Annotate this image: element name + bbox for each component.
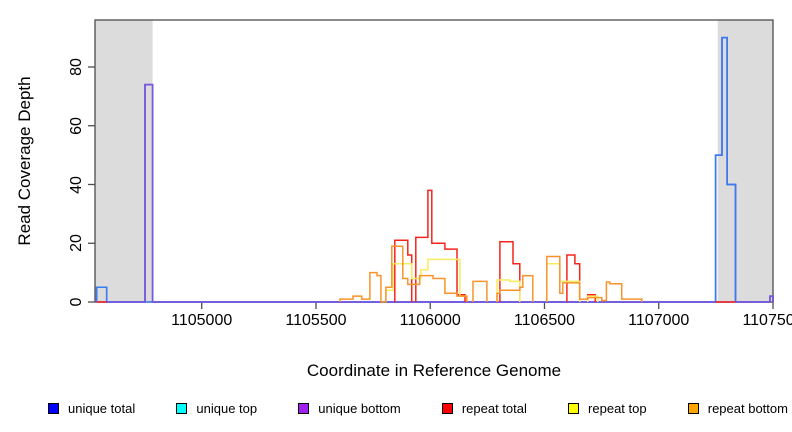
x-tick-label: 1105500 [285, 312, 347, 329]
legend-swatch-repeat-total [441, 402, 453, 414]
legend: unique total unique top unique bottom re… [48, 396, 788, 420]
y-tick-label: 0 [68, 297, 85, 307]
legend-label-repeat-top: repeat top [588, 400, 647, 416]
x-tick-label: 1107000 [628, 312, 690, 329]
legend-item-unique-total: unique total [48, 401, 135, 416]
legend-label-unique-bottom: unique bottom [318, 400, 401, 416]
series-line-unique-top [95, 36, 737, 303]
legend-swatch-repeat-bottom [687, 402, 699, 414]
legend-swatch-unique-top [176, 402, 188, 414]
series-line-unique-bottom [95, 83, 774, 303]
masked-region [717, 20, 773, 302]
series-line-repeat-bottom [339, 245, 643, 303]
x-tick-label: 1106500 [513, 312, 576, 329]
legend-label-repeat-total: repeat total [461, 400, 527, 416]
legend-label-unique-top: unique top [196, 400, 258, 416]
legend-item-unique-bottom: unique bottom [298, 400, 401, 416]
masked-region [95, 20, 153, 302]
legend-swatch-repeat-top [568, 402, 580, 414]
y-axis-title: Read Coverage Depth [15, 76, 34, 246]
legend-item-repeat-top: repeat top [568, 401, 647, 416]
x-axis-title: Coordinate in Reference Genome [306, 361, 562, 380]
x-tick-label: 1105000 [171, 312, 233, 329]
y-tick-label: 60 [68, 116, 85, 135]
series-line-repeat-top [385, 258, 599, 302]
legend-label-repeat-bottom: repeat bottom [707, 400, 788, 416]
x-tick-label: 1106000 [399, 312, 461, 329]
legend-item-repeat-total: repeat total [441, 400, 527, 416]
legend-item-repeat-bottom: repeat bottom [687, 400, 788, 416]
series-line-unique-total [95, 36, 774, 303]
y-tick-label: 20 [68, 234, 85, 253]
legend-swatch-unique-total [48, 402, 59, 414]
series-line-repeat-total [96, 189, 736, 303]
legend-item-unique-top: unique top [176, 401, 257, 416]
y-tick-label: 40 [68, 175, 85, 194]
y-tick-label: 80 [68, 58, 85, 76]
legend-label-unique-total: unique total [68, 400, 136, 416]
legend-swatch-unique-bottom [298, 402, 310, 414]
